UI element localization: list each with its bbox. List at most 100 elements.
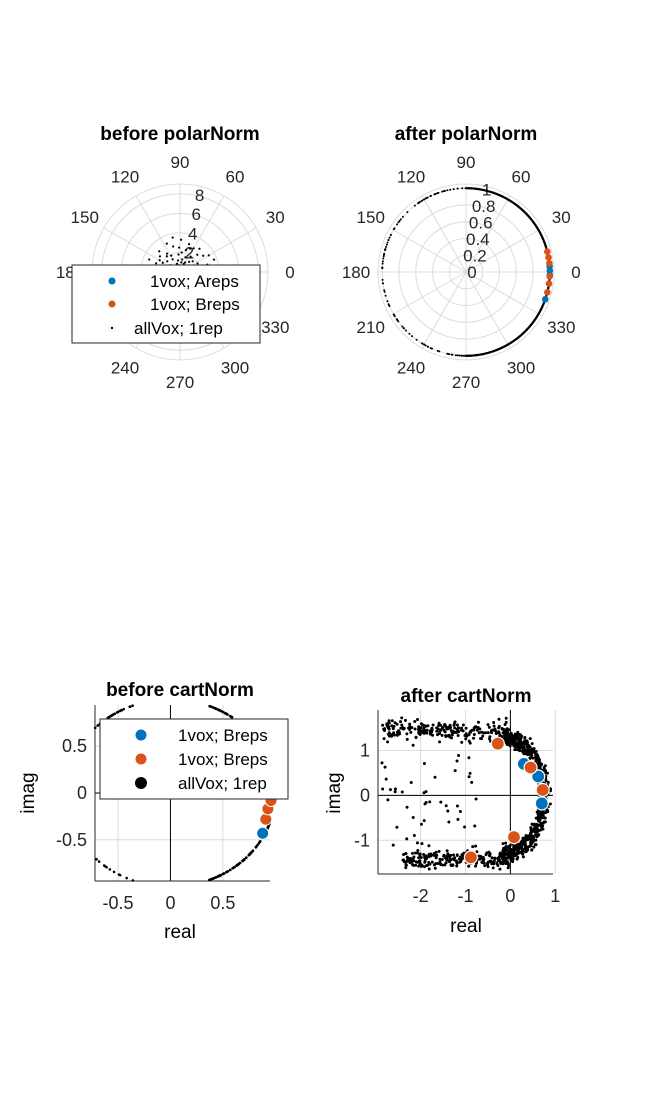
data-point (524, 834, 528, 838)
data-point (407, 726, 411, 730)
data-point (202, 254, 205, 257)
data-point (506, 854, 510, 858)
data-point (446, 734, 450, 738)
data-point (418, 727, 422, 731)
data-point (533, 827, 537, 831)
legend-marker (134, 728, 148, 742)
data-point (399, 218, 402, 221)
data-point (446, 852, 450, 856)
data-point (393, 314, 396, 317)
data-point (402, 853, 406, 857)
data-point (455, 723, 459, 727)
data-point (521, 850, 525, 854)
data-point (426, 863, 430, 867)
data-point (520, 749, 524, 753)
data-point (230, 715, 233, 719)
data-point (456, 354, 459, 357)
data-point (501, 862, 505, 866)
data-point (415, 717, 419, 721)
r-tick-label: 0.8 (472, 197, 496, 216)
data-point (408, 332, 411, 335)
data-point (233, 865, 236, 869)
data-point (437, 721, 441, 725)
data-point (429, 347, 432, 350)
data-point (207, 254, 210, 257)
data-point (498, 733, 502, 737)
data-point (506, 866, 510, 870)
legend[interactable]: 1vox; Areps 1vox; Breps allVox; 1rep (71, 264, 261, 344)
theta-tick-label: 150 (357, 208, 385, 227)
y-tick-label: 0.5 (62, 736, 87, 756)
data-point (420, 864, 424, 868)
data-point (445, 858, 449, 862)
data-point (490, 731, 494, 735)
data-point (120, 708, 124, 712)
data-point (251, 849, 255, 853)
data-point (245, 856, 248, 859)
theta-tick-label: 90 (171, 153, 190, 172)
data-point (405, 737, 409, 741)
data-point (409, 780, 413, 784)
data-point (427, 844, 431, 848)
data-point (523, 739, 527, 743)
data-point (116, 710, 120, 714)
data-point (459, 728, 463, 732)
data-point (534, 758, 538, 762)
data-point (217, 874, 221, 878)
data-point (434, 193, 437, 196)
data-point (458, 810, 462, 814)
data-point (456, 733, 460, 737)
data-point (390, 719, 394, 723)
data-point (426, 196, 429, 199)
data-point (112, 870, 116, 874)
legend-marker (110, 326, 114, 330)
data-point (212, 706, 216, 710)
data-point (511, 857, 515, 861)
data-point (249, 851, 253, 855)
legend-label: 1vox; Breps (178, 726, 268, 745)
theta-tick-label: 150 (71, 208, 99, 227)
data-point (520, 848, 524, 852)
data-point (396, 223, 399, 226)
data-point (258, 840, 262, 844)
data-point (397, 221, 400, 224)
data-point (461, 187, 464, 190)
data-point (532, 838, 536, 842)
data-point (439, 800, 443, 804)
theta-tick-labels: 90 120 150 180 210 240 270 300 330 0 30 60 (342, 153, 581, 392)
legend[interactable]: 1vox; Breps 1vox; Breps allVox; 1rep (99, 718, 289, 800)
theta-tick-label: 90 (457, 153, 476, 172)
data-point (531, 834, 535, 838)
data-point (503, 737, 507, 741)
data-point (405, 855, 409, 859)
data-point (395, 318, 398, 321)
data-point (538, 818, 542, 822)
data-point (436, 733, 440, 737)
data-point (528, 756, 532, 760)
data-point (212, 258, 216, 261)
data-point (504, 861, 508, 865)
data-point (483, 864, 487, 868)
polar-spoke (465, 271, 511, 349)
data-point (516, 849, 520, 853)
r-tick-label: 2 (185, 244, 194, 263)
data-point (510, 738, 514, 742)
data-point (148, 258, 151, 261)
data-point (541, 295, 549, 303)
data-point (400, 790, 404, 794)
data-point (504, 844, 508, 848)
theta-tick-label: 60 (512, 168, 531, 187)
data-point (440, 857, 444, 861)
data-point (208, 705, 212, 708)
x-tick-label: 0 (165, 893, 175, 913)
x-tick-label: 0 (505, 886, 515, 906)
data-point (405, 805, 409, 809)
data-point (468, 741, 472, 745)
data-point (450, 353, 453, 356)
x-tick-label: -1 (457, 886, 473, 906)
data-point (545, 254, 552, 261)
data-point (406, 211, 409, 214)
data-point (420, 342, 423, 345)
data-point (530, 840, 534, 844)
